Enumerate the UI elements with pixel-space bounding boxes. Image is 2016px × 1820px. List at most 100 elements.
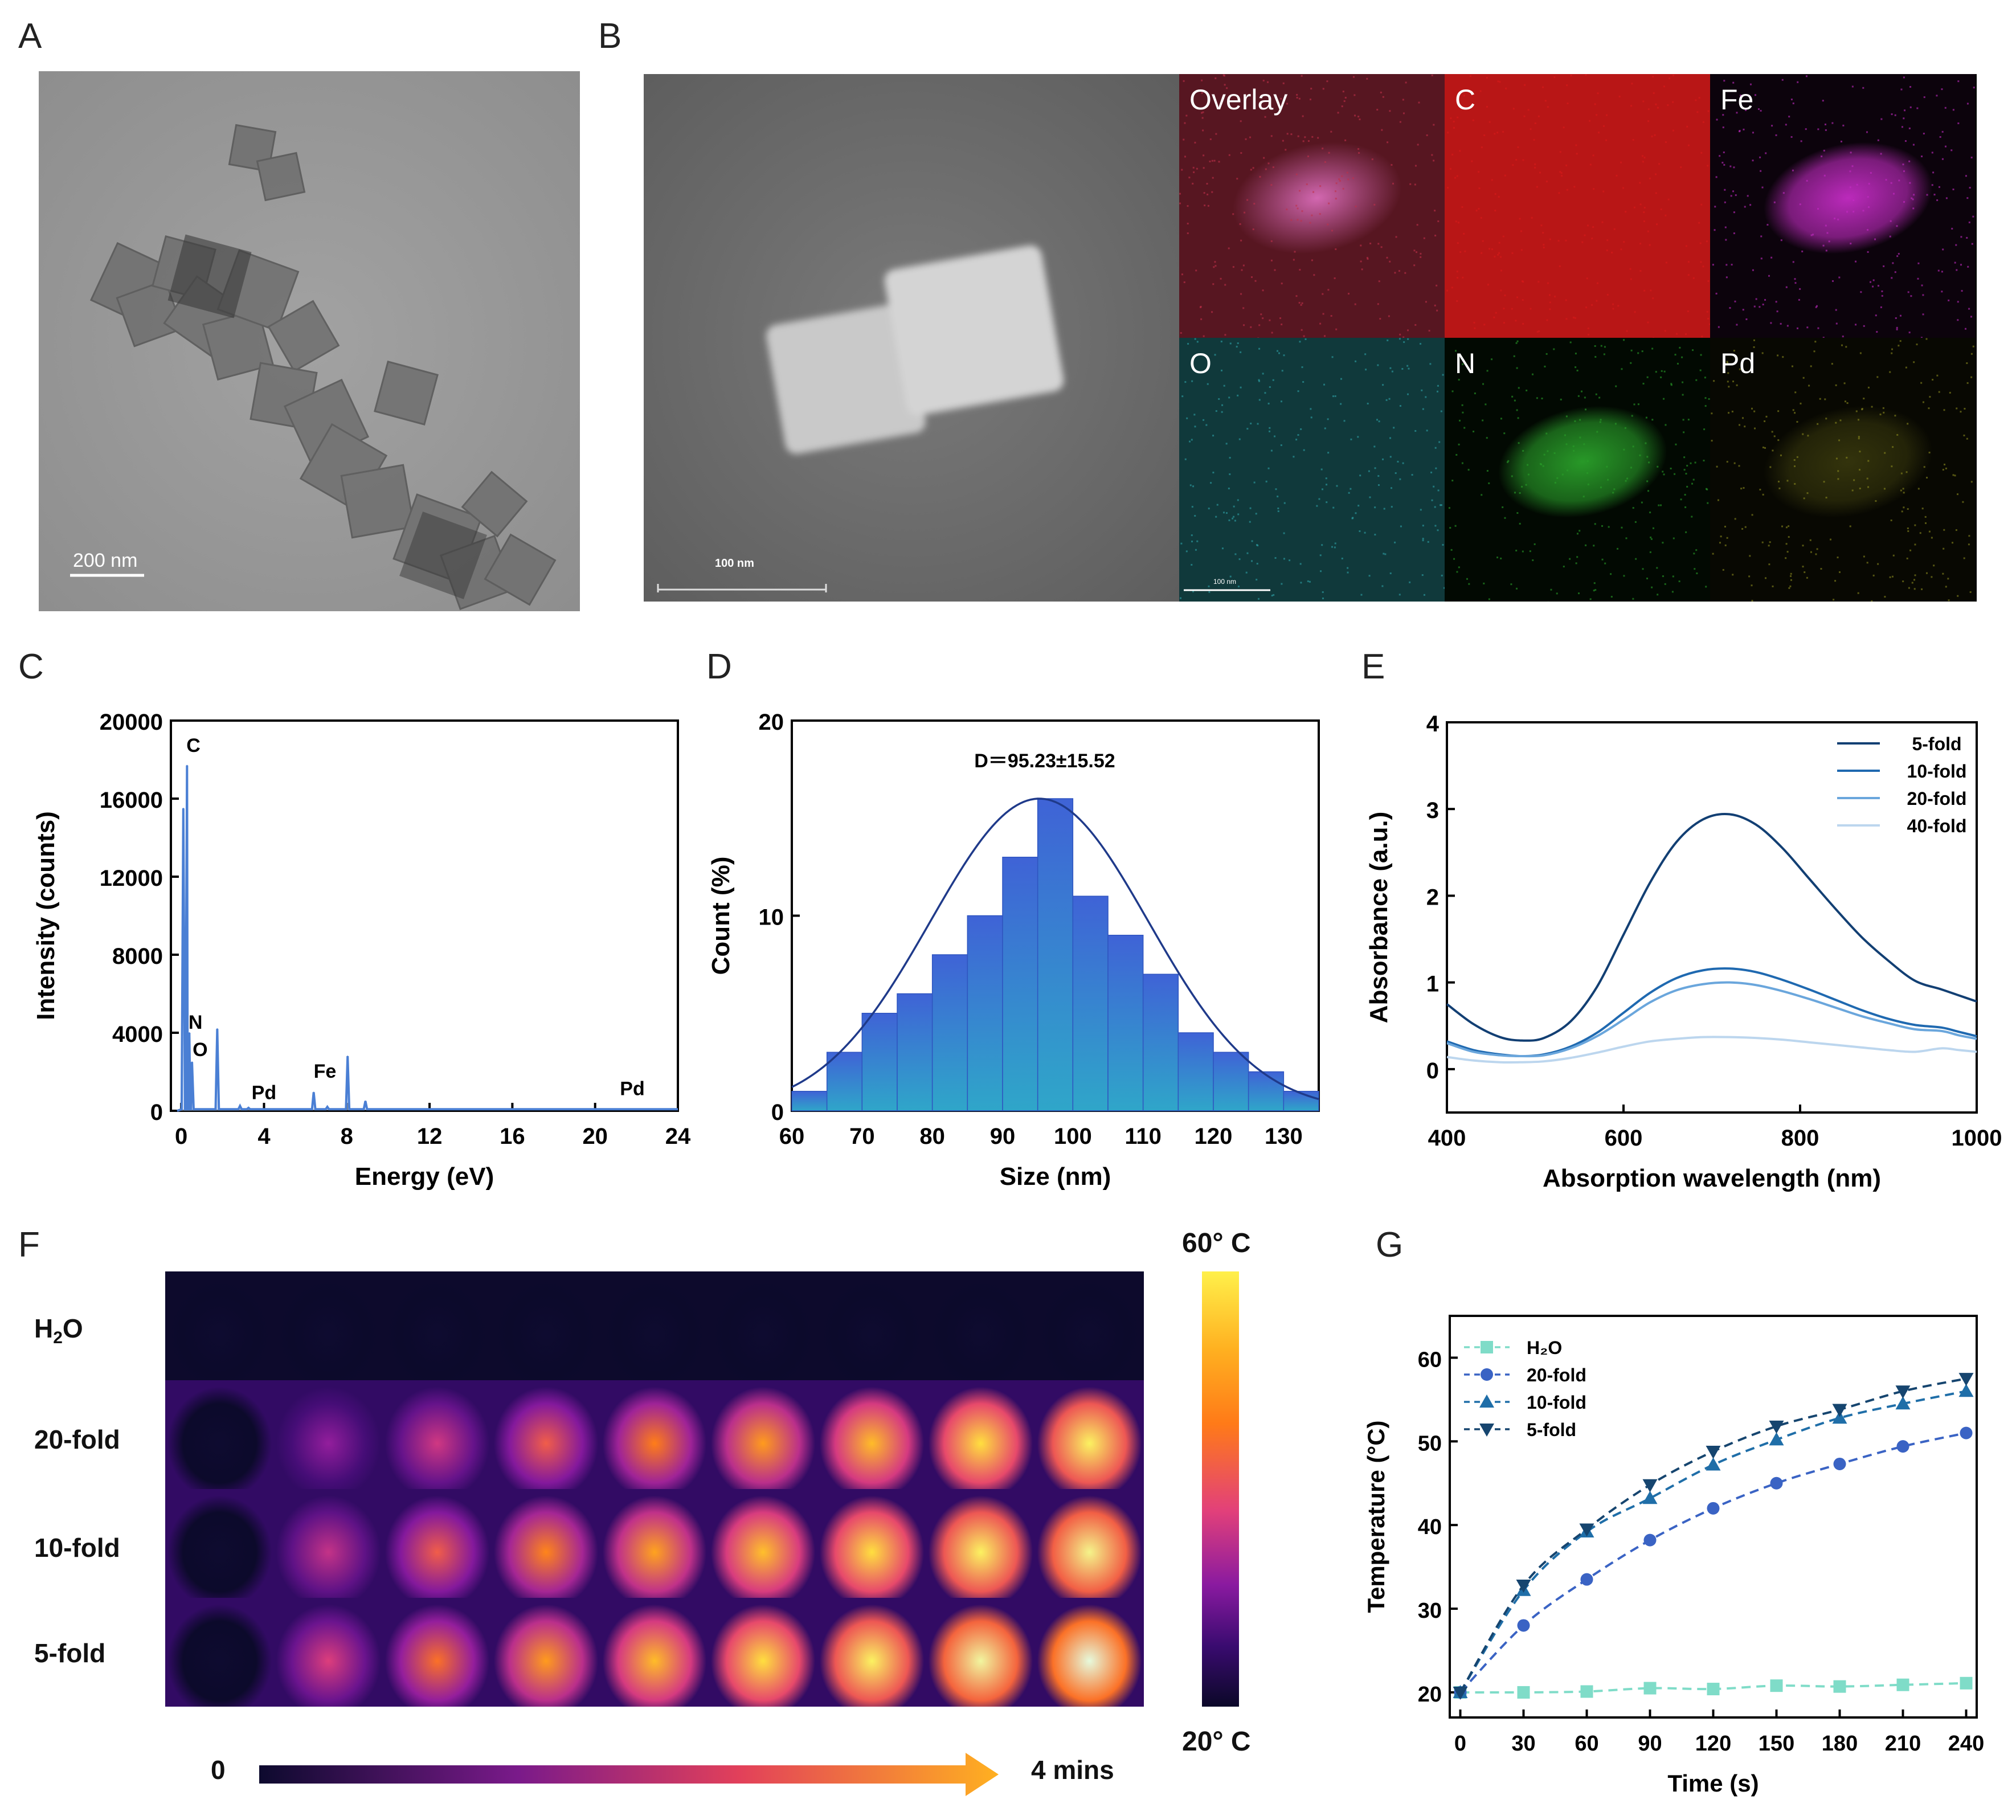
data-point (1580, 1685, 1593, 1698)
row-label-5fold: 5-fold (34, 1638, 106, 1668)
eds-map-overlay: Overlay (1179, 74, 1445, 338)
x-tick-label: 0 (175, 1124, 187, 1149)
y-tick-label: 0 (150, 1100, 163, 1125)
thermal-colorbar (1202, 1271, 1239, 1707)
x-tick-label: 60 (1575, 1732, 1598, 1756)
data-point (1960, 1426, 1973, 1439)
thermal-cell (273, 1489, 383, 1598)
legend-label: 20-fold (1907, 788, 1967, 809)
legend-label: 5-fold (1912, 734, 1961, 754)
y-tick-label: 40 (1418, 1515, 1442, 1539)
spectrum-peak (189, 1032, 190, 1033)
panel-label-e: E (1361, 647, 1385, 686)
data-point (1833, 1680, 1846, 1693)
peak-annotation: Fe (314, 1061, 337, 1082)
x-tick-label: 70 (849, 1124, 875, 1149)
eds-map-label: O (1189, 347, 1212, 379)
panel-label-c: C (18, 647, 44, 686)
histogram-bar (1177, 1032, 1214, 1111)
legend-label: 40-fold (1907, 816, 1967, 836)
thermal-cell (491, 1271, 600, 1380)
y-axis-label: Count (%) (707, 857, 735, 975)
tem-particles: 200 nm (39, 71, 580, 611)
eds-map-n: N (1445, 338, 1710, 602)
histogram-bar (826, 1052, 863, 1111)
y-tick-label: 20000 (100, 710, 163, 735)
x-tick-label: 150 (1759, 1732, 1794, 1756)
data-point (1706, 1457, 1721, 1471)
data-point (1643, 1682, 1657, 1695)
thermal-cell (709, 1271, 818, 1380)
histogram-bar (861, 1013, 898, 1111)
eds-map-label: N (1455, 347, 1475, 379)
data-point (1833, 1457, 1846, 1470)
haadf-image: 100 nm (644, 74, 1179, 602)
y-axis-label: Intensity (counts) (32, 811, 60, 1020)
time-start-label: 0 (211, 1755, 226, 1785)
eds-map-fe: Fe (1710, 74, 1976, 338)
data-point (1481, 1341, 1493, 1353)
data-point (1896, 1440, 1909, 1453)
x-tick-label: 210 (1885, 1732, 1921, 1756)
panel-label-f: F (18, 1225, 40, 1265)
x-tick-label: 240 (1948, 1732, 1984, 1756)
y-tick-label: 4 (1426, 711, 1440, 737)
thermal-cell (273, 1271, 383, 1380)
x-tick-label: 0 (1454, 1732, 1466, 1756)
x-tick-label: 110 (1124, 1124, 1162, 1149)
panel-label-d: D (706, 647, 732, 686)
x-tick-label: 400 (1428, 1126, 1466, 1151)
data-point (1580, 1573, 1593, 1586)
spectrum-peak (216, 1028, 218, 1030)
spectrum-peak (326, 1106, 328, 1108)
thermal-cell (817, 1271, 927, 1380)
y-tick-label: 60 (1418, 1348, 1442, 1372)
x-tick-label: 130 (1265, 1124, 1303, 1149)
thermal-cell (491, 1489, 600, 1598)
histogram-bar (1248, 1071, 1285, 1111)
histogram-bar (1107, 935, 1144, 1111)
panel-label-g: G (1376, 1225, 1404, 1265)
thermal-cell (1035, 1598, 1144, 1707)
data-point (1958, 1373, 1974, 1387)
legend-label: 20-fold (1527, 1365, 1586, 1385)
thermal-cell (926, 1380, 1036, 1489)
y-tick-label: 20 (1418, 1683, 1442, 1707)
data-point (1832, 1410, 1847, 1424)
x-tick-label: 90 (1638, 1732, 1662, 1756)
y-tick-label: 20 (759, 710, 784, 735)
spectrum-peak (182, 808, 184, 809)
thermal-cell (165, 1380, 274, 1489)
eds-map-o: O 100 nm (1179, 338, 1445, 602)
y-tick-label: 1 (1426, 972, 1439, 997)
thermal-cell (382, 1271, 492, 1380)
eds-map-c: C (1445, 74, 1710, 338)
thermal-cell (709, 1380, 818, 1489)
thermal-cell (1035, 1271, 1144, 1380)
fit-annotation: D＝95.23±15.52 (974, 750, 1115, 772)
data-point (1516, 1579, 1531, 1593)
spectrum-peak (313, 1091, 314, 1093)
chart-g: 0 30 60 90 120 150 180 210 240 20 30 40 50 60 Time (s)… (1363, 1315, 1984, 1797)
peak-annotation: Pd (620, 1078, 644, 1100)
thermal-image-grid (165, 1271, 1144, 1707)
thermal-cell (926, 1489, 1036, 1598)
spectrum-peak (248, 1107, 250, 1109)
data-point (1642, 1491, 1658, 1504)
peak-annotation: C (186, 735, 201, 756)
spectrum-line (177, 765, 678, 1112)
thermal-cell (709, 1489, 818, 1598)
temperature-line-20-fold (1459, 1432, 1966, 1694)
plot-frame (1446, 721, 1978, 1114)
thermal-cell (1035, 1380, 1144, 1489)
data-point (1832, 1404, 1847, 1417)
eds-map-label: Fe (1720, 84, 1753, 116)
plot-frame (170, 719, 679, 1112)
row-label-20fold: 20-fold (34, 1425, 120, 1454)
y-tick-label: 16000 (100, 788, 163, 813)
data-point (1642, 1479, 1658, 1492)
spectrum-peak (191, 1061, 193, 1063)
thermal-cell (165, 1271, 274, 1380)
y-tick-label: 0 (1426, 1058, 1439, 1083)
